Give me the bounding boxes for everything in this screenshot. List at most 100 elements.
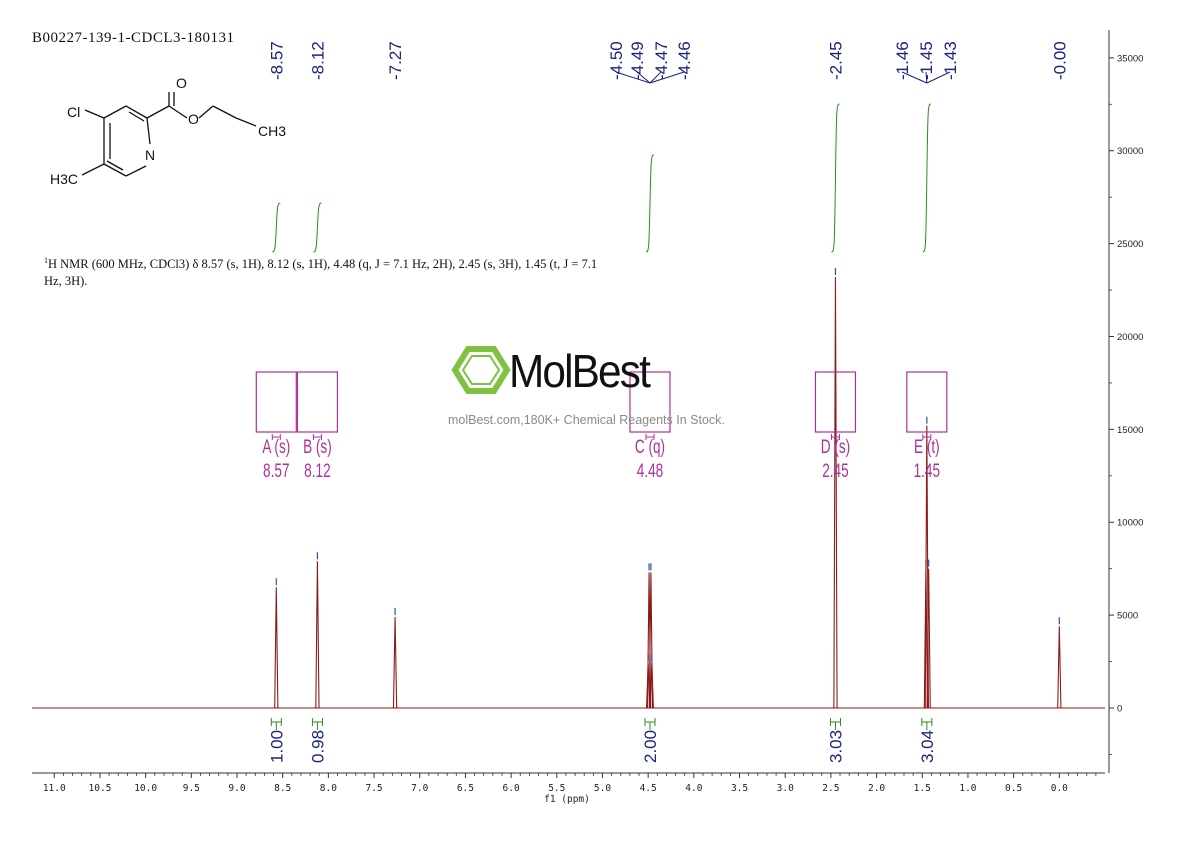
- atom-label-o-carbonyl: O: [176, 75, 187, 91]
- x-tick-label: 7.5: [365, 783, 382, 794]
- chemical-structure: [81, 92, 257, 177]
- spectrum-trace: [32, 268, 1105, 709]
- peak-label-connector: [649, 71, 662, 84]
- ester-bond: [198, 105, 214, 119]
- peak-label: -0.00: [1050, 41, 1069, 80]
- atom-label-ch3-ring: H3C: [50, 171, 78, 187]
- x-tick-label: 0.5: [1005, 783, 1022, 794]
- peak: [392, 616, 398, 708]
- ester-bond: [146, 105, 170, 119]
- x-tick-label: 11.0: [43, 783, 66, 794]
- y-tick-label: 20000: [1117, 332, 1143, 343]
- peak: [649, 663, 654, 709]
- peak-label: -4.50: [607, 41, 626, 80]
- x-axis-label: f1 (ppm): [544, 794, 590, 805]
- integral-value: 3.03: [826, 730, 845, 763]
- x-tick-label: 4.5: [640, 783, 657, 794]
- nmr-description: 1H NMR (600 MHz, CDCl3) δ 8.57 (s, 1H), …: [44, 252, 604, 290]
- multiplet-box: [629, 371, 671, 433]
- peak: [315, 561, 320, 708]
- x-tick-label: 10.0: [134, 783, 157, 794]
- ring-bond: [103, 163, 127, 177]
- nmr-description-text: H NMR (600 MHz, CDCl3) δ 8.57 (s, 1H), 8…: [44, 257, 598, 289]
- x-tick-label: 1.5: [914, 783, 931, 794]
- peak: [833, 277, 838, 708]
- sample-id: B00227-139-1-CDCL3-180131: [32, 30, 235, 46]
- peak: [648, 572, 654, 708]
- y-tick-label: 25000: [1117, 239, 1143, 250]
- structure-labels: Cl O O N CH3 H3C: [50, 75, 286, 187]
- atom-label-o-ester: O: [188, 111, 199, 127]
- ring-bond: [125, 165, 147, 177]
- x-tick-label: 2.0: [868, 783, 885, 794]
- x-tick-label: 9.0: [228, 783, 245, 794]
- peak-label: -4.46: [675, 41, 694, 80]
- multiplet-boxes: A (s)8.57 B (s)8.12 C (q)4.48 D (s)2.45 E (t…: [255, 371, 948, 482]
- multiplet-box: [814, 371, 857, 433]
- multiplet-label: E (t): [914, 436, 940, 458]
- x-tick-label: 3.5: [731, 783, 748, 794]
- x-tick-label: 4.0: [685, 783, 702, 794]
- x-tick-label: 8.0: [320, 783, 337, 794]
- x-tick-label: 5.0: [594, 783, 611, 794]
- multiplet-label: A (s): [262, 436, 290, 458]
- x-tick-label: 2.5: [822, 783, 839, 794]
- multiplet-label: D (s): [821, 436, 850, 458]
- x-tick-label: 6.0: [503, 783, 520, 794]
- x-tick-label: 8.5: [274, 783, 291, 794]
- ring-bond: [125, 105, 148, 119]
- peak-label-connector: [901, 71, 928, 84]
- integral-curve: [831, 103, 840, 253]
- ring-bond: [146, 117, 151, 145]
- peak-label: -8.57: [267, 41, 286, 80]
- ring-bond-double: [106, 160, 124, 171]
- peak: [274, 587, 279, 708]
- x-tick-label: 3.0: [777, 783, 794, 794]
- multiplet-box: [906, 371, 948, 433]
- x-tick-label: 9.5: [183, 783, 200, 794]
- integral-curves: [272, 103, 931, 253]
- watermark-tagline: molBest.com,180K+ Chemical Reagents In S…: [448, 413, 725, 427]
- watermark-logo-icon: [451, 346, 511, 394]
- multiplet-label: C (q): [635, 436, 665, 458]
- ethyl-bond: [235, 117, 257, 127]
- peak-labels: -8.57 -8.12 -7.27 -4.50 -4.49 -4.47 -4.46 -2.45…: [267, 41, 1069, 84]
- x-tick-label: 1.0: [959, 783, 976, 794]
- peak-label: -4.49: [628, 41, 647, 80]
- atom-label-ch3-ester: CH3: [258, 123, 286, 139]
- peak-label: -4.47: [652, 41, 671, 80]
- peak: [1057, 626, 1062, 708]
- peak-label: -8.12: [308, 41, 327, 80]
- peak-label: -1.46: [893, 41, 912, 80]
- atom-label-n: N: [145, 147, 155, 163]
- atom-label-cl: Cl: [67, 104, 80, 120]
- integral-value: 1.00: [267, 730, 286, 763]
- x-tick-label: 0.0: [1051, 783, 1068, 794]
- ring-bond: [103, 105, 127, 119]
- watermark-logo-text: MolBest: [509, 345, 651, 397]
- y-tick-label: 0: [1117, 703, 1122, 714]
- multiplet-label: B (s): [303, 436, 332, 458]
- x-tick-label: 10.5: [89, 783, 112, 794]
- cl-bond: [84, 109, 105, 119]
- peak-label-connector: [925, 71, 928, 84]
- peak-label-connector: [636, 71, 651, 84]
- multiplet-box: [296, 371, 339, 433]
- peak-label: -1.43: [941, 41, 960, 80]
- multiplet-shift: 1.45: [914, 460, 940, 482]
- y-tick-label: 35000: [1117, 53, 1143, 64]
- methyl-bond: [81, 163, 105, 176]
- axes: 11.0 10.5 10.0 9.5 9.0 8.5 8.0 7.5 7.0 6.5 6.0 5.5 5…: [32, 30, 1143, 805]
- x-tick-label: 5.5: [548, 783, 565, 794]
- integral-curve: [922, 103, 931, 253]
- peak: [926, 568, 931, 708]
- ring-bond-double: [128, 111, 145, 122]
- integral-value: 0.98: [308, 730, 327, 763]
- ethyl-bond: [212, 105, 237, 119]
- peak-label: -2.45: [826, 41, 845, 80]
- integral-curve: [313, 202, 322, 253]
- peak-label-connector: [615, 71, 651, 84]
- peak-label: -7.27: [386, 41, 405, 80]
- multiplet-shift: 4.48: [637, 460, 663, 482]
- y-tick-label: 30000: [1117, 146, 1143, 157]
